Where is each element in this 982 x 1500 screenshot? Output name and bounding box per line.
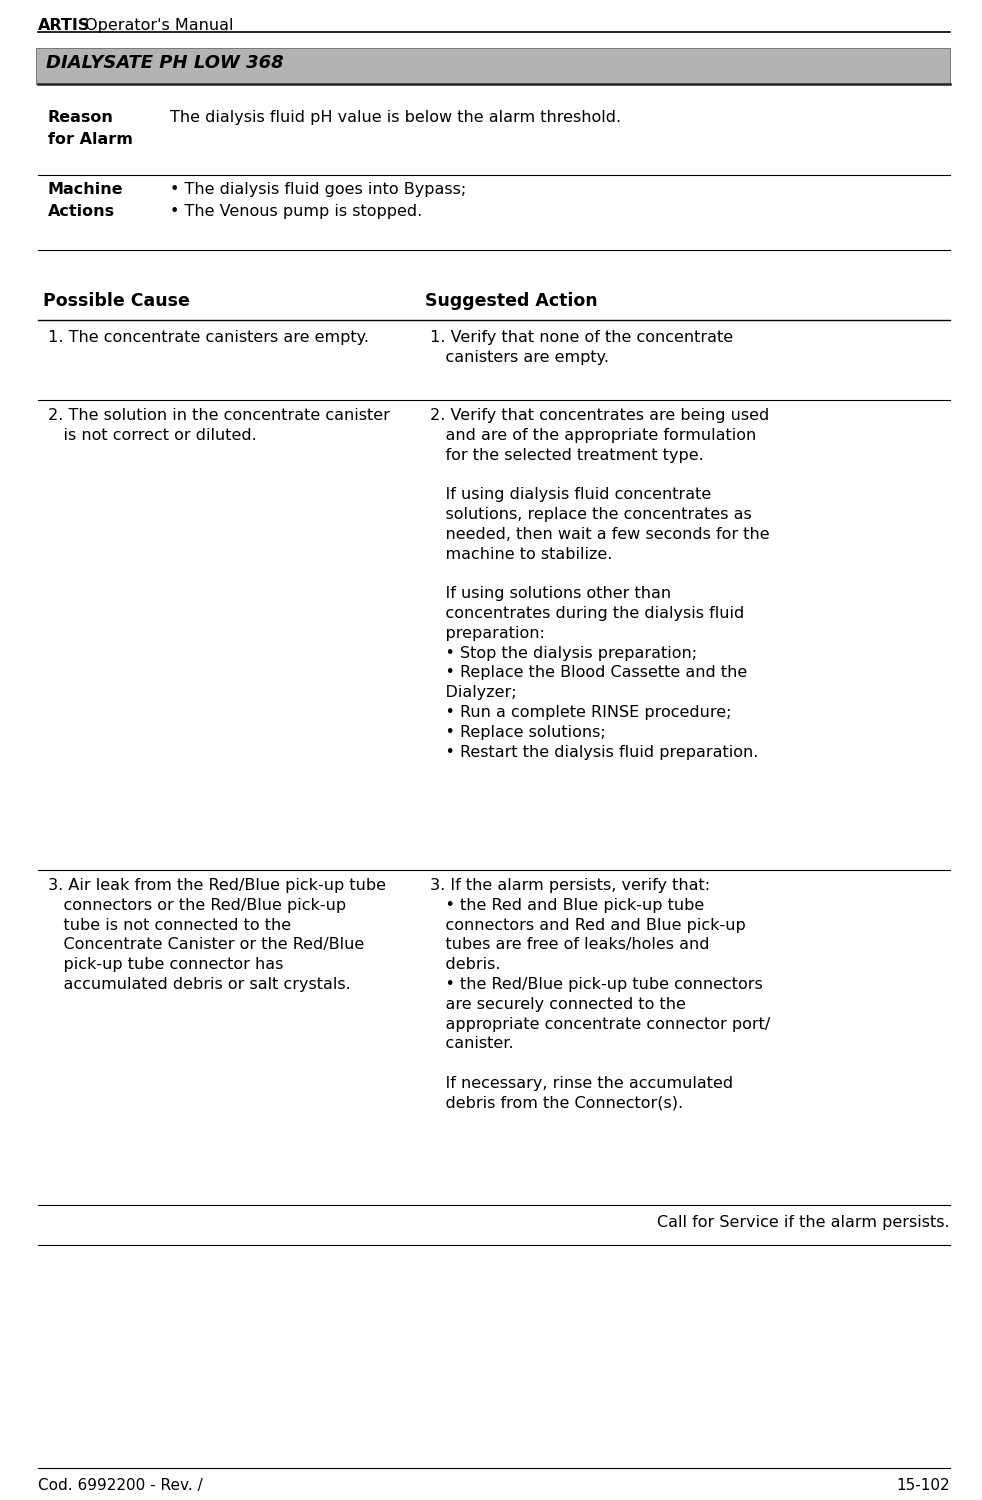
Text: 1. Verify that none of the concentrate
    canisters are empty.: 1. Verify that none of the concentrate c…	[425, 330, 734, 364]
Text: 2. The solution in the concentrate canister
    is not correct or diluted.: 2. The solution in the concentrate canis…	[43, 408, 390, 442]
Text: ARTIS: ARTIS	[38, 18, 90, 33]
Text: 3. Air leak from the Red/Blue pick-up tube
    connectors or the Red/Blue pick-u: 3. Air leak from the Red/Blue pick-up tu…	[43, 878, 386, 992]
Text: Call for Service if the alarm persists.: Call for Service if the alarm persists.	[657, 1215, 950, 1230]
Bar	[36, 48, 950, 84]
Text: 2. Verify that concentrates are being used
    and are of the appropriate formul: 2. Verify that concentrates are being us…	[425, 408, 770, 759]
Text: Cod. 6992200 - Rev. /: Cod. 6992200 - Rev. /	[38, 1478, 202, 1492]
Text: 15-102: 15-102	[897, 1478, 950, 1492]
Text: DIALYSATE PH LOW 368: DIALYSATE PH LOW 368	[46, 54, 284, 72]
Text: Possible Cause: Possible Cause	[43, 292, 190, 310]
Text: Machine
Actions: Machine Actions	[48, 182, 124, 219]
Text: The dialysis fluid pH value is below the alarm threshold.: The dialysis fluid pH value is below the…	[170, 110, 622, 125]
Text: 1. The concentrate canisters are empty.: 1. The concentrate canisters are empty.	[43, 330, 369, 345]
Text: Operator's Manual: Operator's Manual	[80, 18, 234, 33]
Text: Suggested Action: Suggested Action	[425, 292, 598, 310]
Text: • The dialysis fluid goes into Bypass;
• The Venous pump is stopped.: • The dialysis fluid goes into Bypass; •…	[170, 182, 466, 219]
Text: Reason
for Alarm: Reason for Alarm	[48, 110, 133, 147]
Text: 3. If the alarm persists, verify that:
    • the Red and Blue pick-up tube
    c: 3. If the alarm persists, verify that: •…	[425, 878, 770, 1112]
